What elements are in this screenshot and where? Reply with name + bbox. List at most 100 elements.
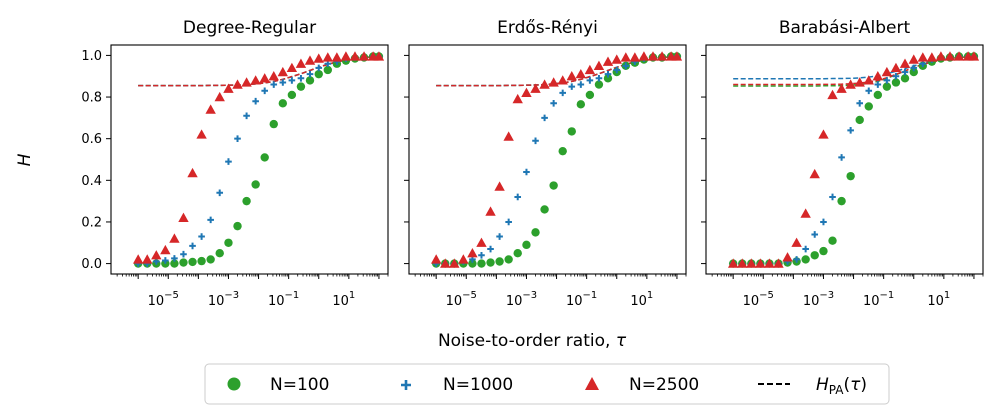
data-point	[901, 68, 909, 76]
x-tick-label: 10−5	[148, 290, 179, 309]
y-axis-label: H	[15, 153, 35, 166]
data-point	[216, 189, 224, 197]
data-point	[820, 218, 827, 226]
data-point	[944, 51, 956, 61]
legend-label: N=1000	[443, 375, 513, 395]
data-point	[856, 99, 864, 107]
data-point	[532, 137, 539, 145]
data-point	[746, 258, 757, 268]
data-point	[865, 87, 873, 95]
data-point	[288, 77, 296, 84]
x-tick-label: 10−5	[446, 290, 477, 309]
legend-label: N=100	[270, 375, 329, 395]
data-point	[567, 127, 576, 136]
data-point	[232, 79, 243, 89]
data-point	[233, 221, 242, 231]
data-point	[467, 247, 478, 258]
legend-marker	[227, 377, 241, 391]
data-point	[559, 89, 567, 97]
data-point	[847, 127, 854, 134]
panel-title: Barabási-Albert	[779, 18, 911, 38]
data-point	[358, 51, 370, 61]
data-point	[909, 67, 918, 77]
data-point	[162, 257, 169, 264]
data-point	[503, 131, 514, 141]
data-point	[874, 81, 882, 88]
data-point	[132, 254, 144, 264]
data-point	[550, 99, 557, 107]
data-point	[557, 75, 568, 85]
data-point	[521, 87, 532, 98]
data-point	[260, 153, 269, 162]
data-point	[558, 146, 567, 156]
data-point	[910, 64, 918, 72]
data-point	[891, 78, 901, 87]
data-point	[629, 52, 641, 62]
data-point	[440, 258, 451, 268]
data-point	[486, 258, 495, 267]
data-point	[845, 79, 856, 89]
data-point	[261, 87, 269, 95]
data-point	[548, 77, 559, 87]
data-point	[322, 52, 334, 62]
data-point	[180, 250, 187, 258]
data-point	[458, 254, 469, 264]
data-point	[864, 102, 873, 111]
data-point	[647, 51, 659, 61]
x-tick-label: 101	[927, 290, 950, 309]
data-point	[250, 75, 261, 85]
legend-entry-n-1000: N=1000	[401, 375, 513, 395]
data-point	[541, 114, 548, 122]
data-point	[782, 252, 793, 262]
data-point	[727, 258, 739, 268]
legend-handle	[401, 380, 411, 390]
data-point	[522, 240, 531, 250]
data-point	[926, 52, 938, 62]
data-point	[295, 58, 307, 68]
data-point	[205, 104, 216, 114]
data-point	[296, 82, 306, 91]
data-point	[953, 51, 965, 61]
data-point	[585, 90, 595, 100]
data-point	[207, 216, 214, 224]
y-tick-label: 0.6	[81, 132, 102, 147]
data-point	[900, 74, 910, 83]
legend-entry-h-pa: HPA(τ)	[758, 375, 867, 397]
data-point	[523, 168, 530, 176]
data-point	[315, 64, 323, 72]
data-point	[505, 218, 512, 226]
data-point	[160, 244, 171, 255]
data-point	[620, 52, 632, 62]
data-point	[323, 65, 333, 75]
data-point	[671, 51, 683, 61]
legend-frame	[204, 363, 890, 405]
data-point	[243, 112, 250, 120]
data-point	[241, 77, 252, 87]
data-point	[234, 135, 241, 142]
data-point	[512, 93, 523, 104]
data-point	[611, 54, 622, 64]
data-point	[313, 53, 324, 63]
data-point	[568, 83, 576, 90]
legend-label: HPA(τ)	[816, 375, 867, 397]
data-point	[737, 258, 748, 268]
data-point	[252, 97, 259, 105]
data-point	[279, 79, 287, 86]
x-tick-label: 10−3	[506, 290, 537, 309]
data-point	[496, 233, 503, 240]
data-point	[223, 83, 234, 93]
data-point	[873, 90, 883, 100]
panel-title: Erdős-Rényi	[497, 18, 598, 38]
data-point	[881, 66, 893, 77]
data-point	[278, 99, 288, 108]
data-point	[791, 237, 802, 247]
data-point	[908, 54, 919, 64]
data-point	[478, 251, 485, 259]
data-point	[584, 64, 596, 75]
data-point	[495, 257, 504, 266]
data-point	[892, 72, 900, 80]
data-point	[504, 255, 513, 264]
panel-baraba-si-albert: Barabási-Albert 10−5 10−3 10−1 101	[701, 18, 984, 309]
x-axis-label: Noise-to-order ratio, τ	[438, 331, 627, 351]
data-point	[883, 77, 891, 84]
